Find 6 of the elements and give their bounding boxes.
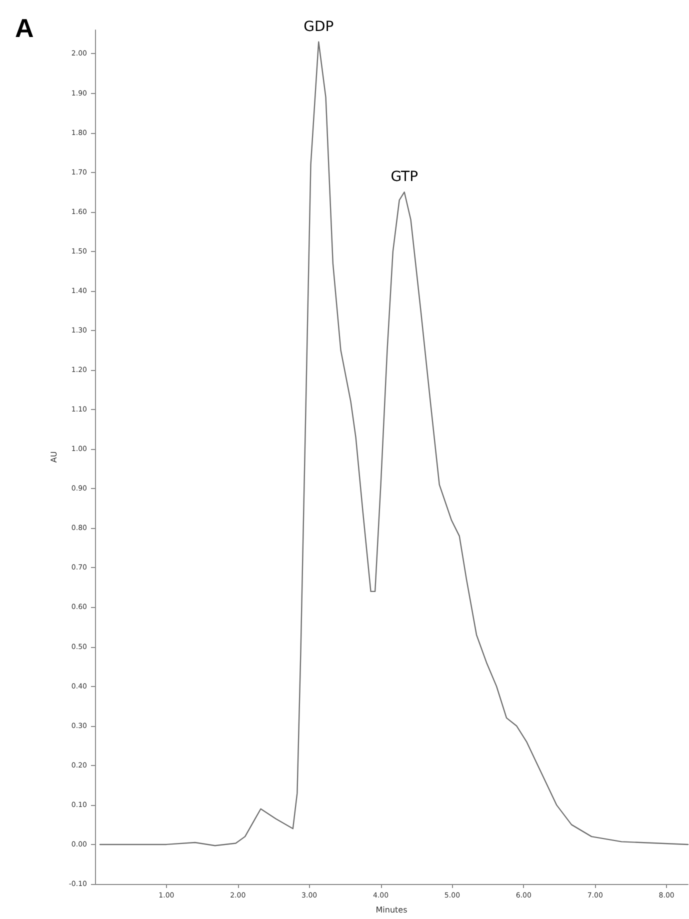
chart-title: A (15, 13, 34, 43)
annotation: GTP (390, 169, 418, 186)
annotation: GDP (304, 18, 334, 35)
y-axis-title: AU (49, 451, 58, 463)
line-series (99, 41, 689, 846)
x-axis-title: Minutes (376, 906, 408, 914)
